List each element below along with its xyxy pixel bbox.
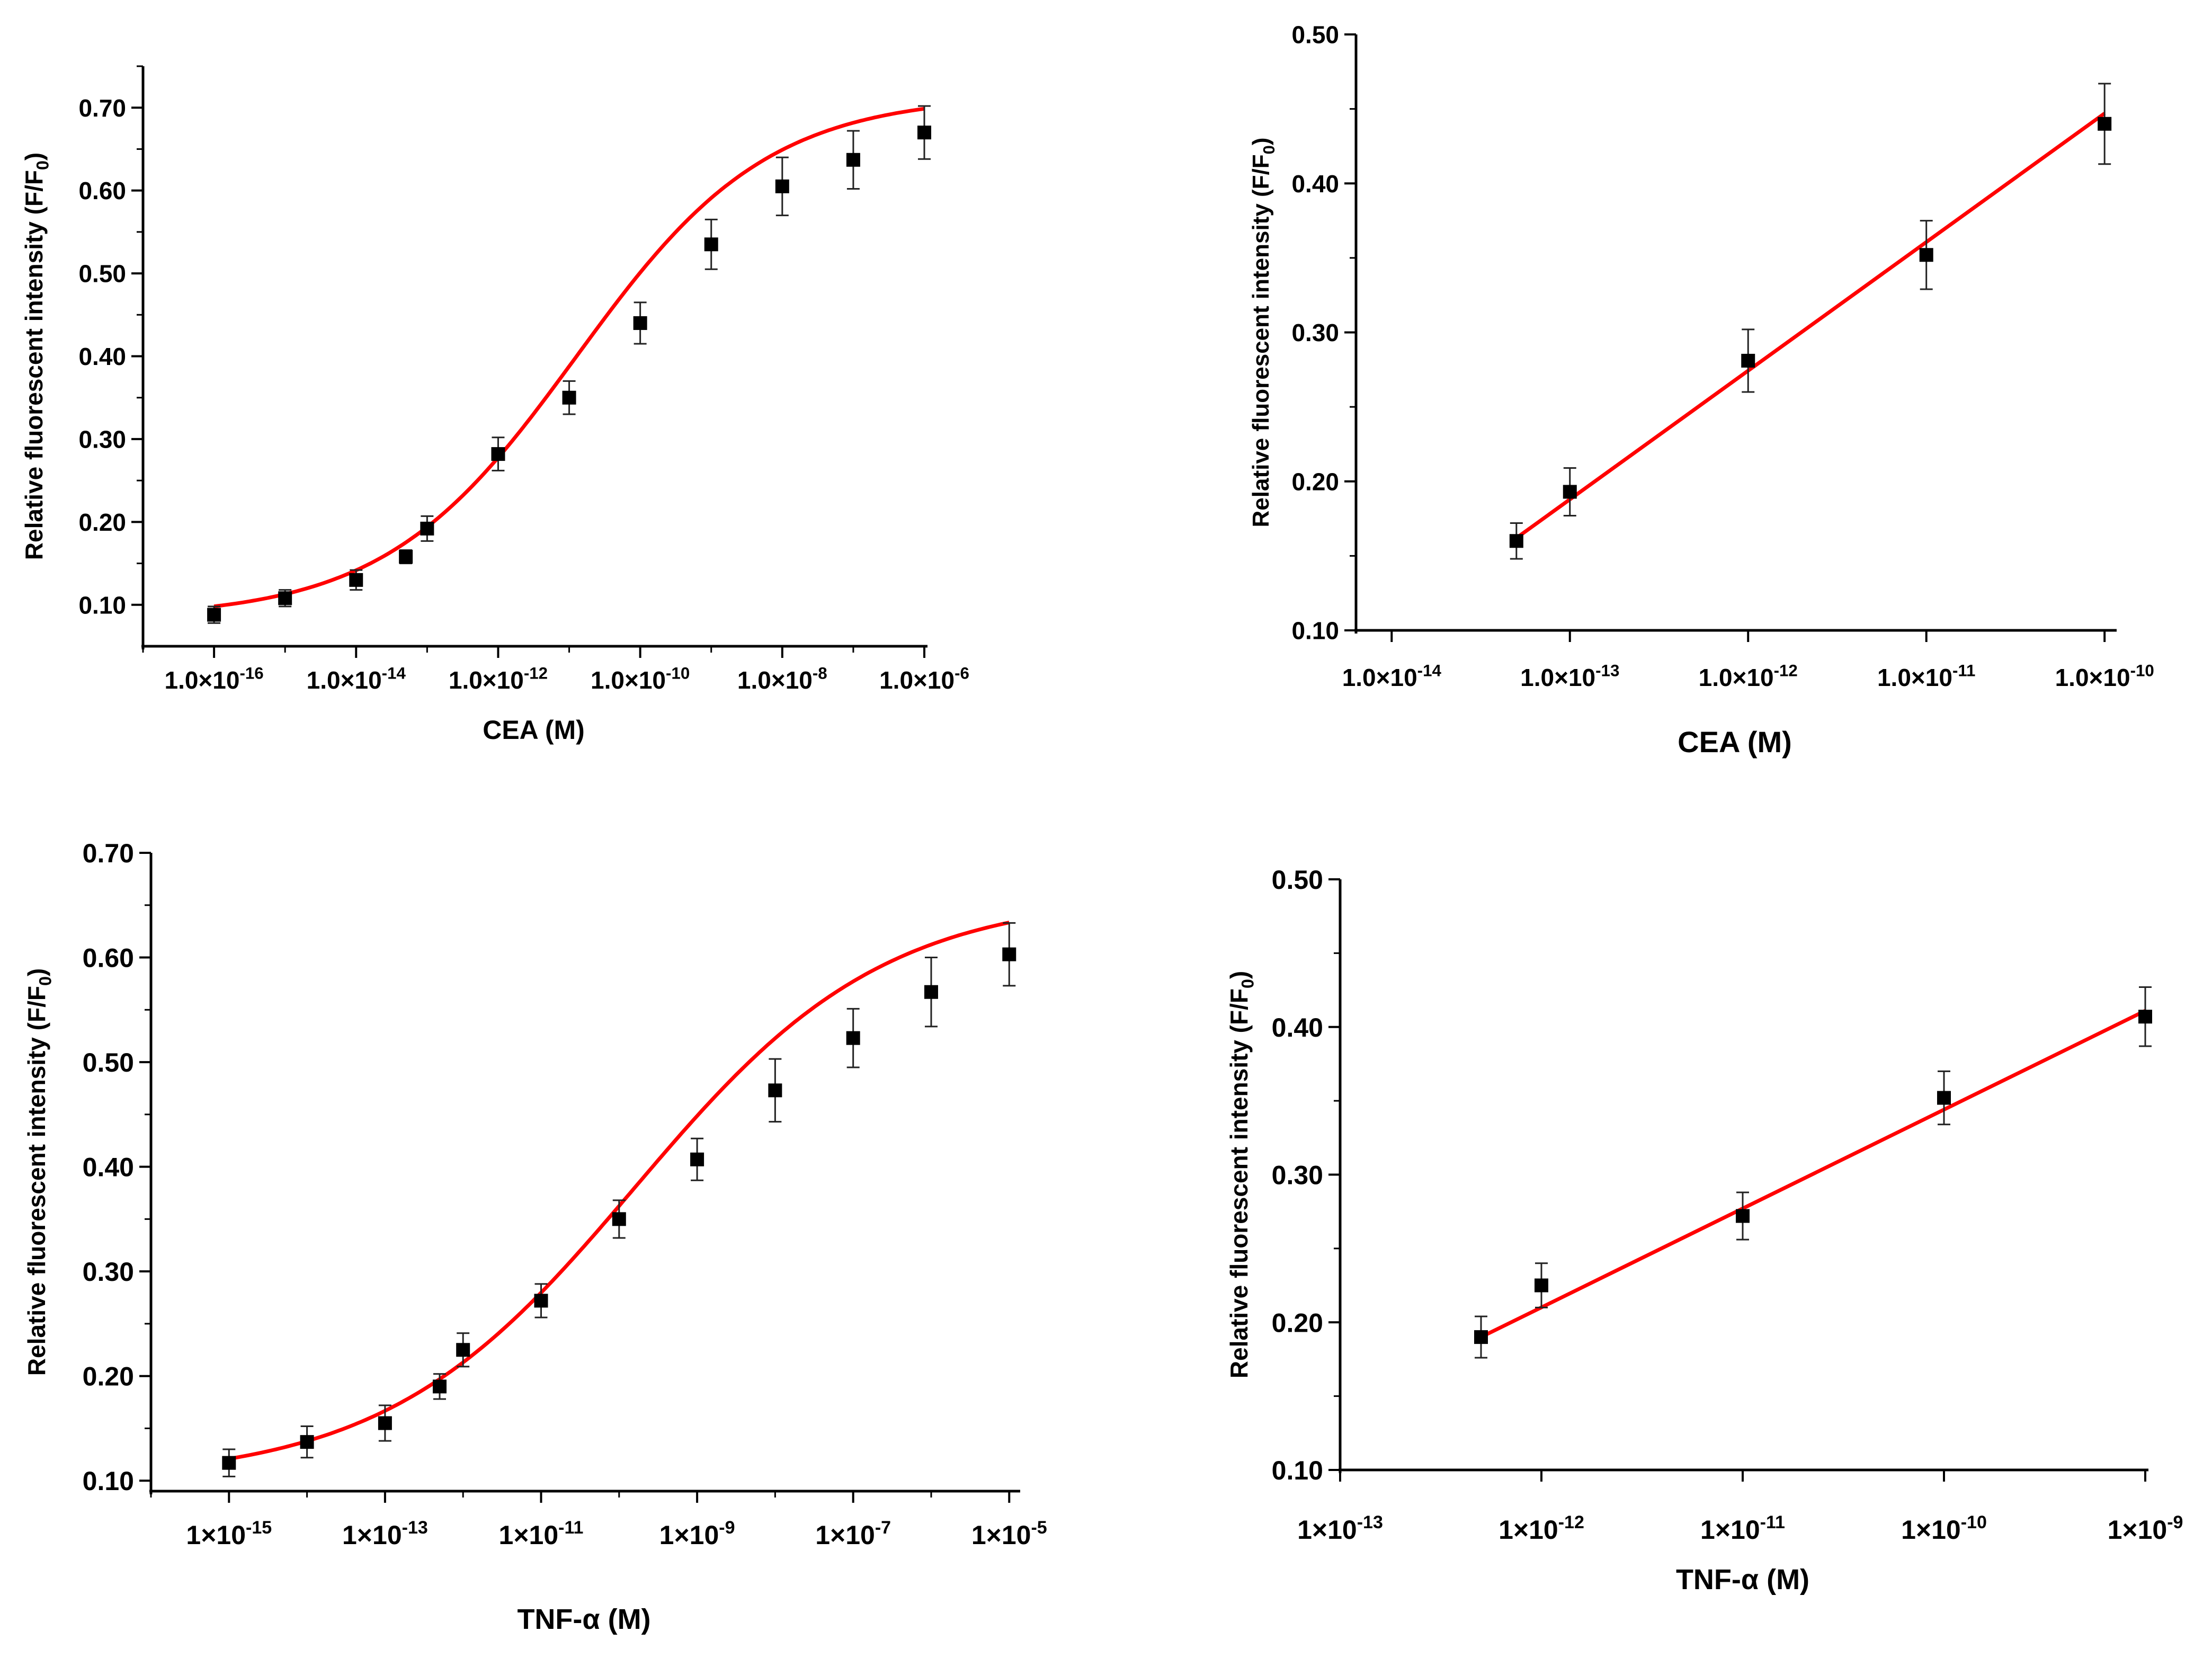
- data-point: [917, 126, 931, 140]
- y-tick-label: 0.20: [83, 1362, 134, 1392]
- x-tick-label: 1×10-15: [186, 1518, 272, 1550]
- y-tick-label: 0.30: [83, 1257, 134, 1287]
- y-tick-label: 0.50: [83, 1048, 134, 1077]
- data-point: [633, 316, 647, 330]
- y-tick-label: 0.70: [83, 839, 134, 868]
- data-point: [2098, 117, 2112, 131]
- data-point: [846, 1031, 860, 1045]
- data-point: [1937, 1091, 1951, 1105]
- x-tick-label: 1.0×10-12: [1699, 662, 1798, 691]
- data-point: [349, 573, 363, 587]
- y-tick-label: 0.10: [1291, 617, 1339, 645]
- y-tick-label: 0.10: [83, 1466, 134, 1496]
- data-point: [1509, 534, 1523, 548]
- data-point: [2138, 1010, 2152, 1024]
- y-tick-label: 0.30: [1272, 1161, 1323, 1190]
- chart-panel-cea-linear-range: 0.10 0.20 0.30 0.40 0.50 1.0×10-14 1.0×10-13 1.…: [1248, 21, 2154, 759]
- x-tick-label: 1×10-5: [971, 1518, 1047, 1550]
- data-point: [1002, 947, 1016, 961]
- data-point: [846, 153, 860, 167]
- x-tick-label: 1.0×10-14: [307, 664, 406, 694]
- x-tick-label: 1×10-13: [342, 1518, 428, 1550]
- x-tick-label: 1.0×10-14: [1342, 662, 1442, 691]
- data-point: [690, 1152, 704, 1166]
- y-axis-label: Relative fluorescent intensity (F/F0): [1248, 138, 1278, 528]
- data-point: [378, 1416, 392, 1430]
- x-axis-label: TNF-α (M): [1676, 1564, 1809, 1595]
- x-tick-label: 1×10-9: [2108, 1512, 2183, 1545]
- x-tick-label: 1.0×10-10: [591, 664, 690, 694]
- data-point: [704, 237, 718, 252]
- fit-curve: [1480, 1009, 2146, 1339]
- data-point: [300, 1435, 314, 1449]
- x-tick-label: 1×10-10: [1901, 1512, 1987, 1545]
- y-tick-label: 0.50: [1272, 865, 1323, 895]
- x-tick-label: 1.0×10-8: [737, 664, 827, 694]
- data-point: [1736, 1209, 1750, 1223]
- x-tick-label: 1×10-11: [499, 1518, 584, 1550]
- fit-curve: [1515, 112, 2106, 540]
- data-point: [222, 1456, 236, 1470]
- chart-panel-tnf-linear-range: 0.10 0.20 0.30 0.40 0.50 1×10-13 1×10-12 1×10-1…: [1225, 865, 2183, 1595]
- y-tick-label: 0.20: [1272, 1308, 1323, 1338]
- y-tick-label: 0.70: [78, 94, 126, 122]
- x-tick-label: 1.0×10-13: [1520, 662, 1619, 691]
- data-point: [399, 550, 413, 564]
- data-point: [207, 608, 221, 622]
- y-axis-label: Relative fluorescent intensity (F/F0): [23, 968, 55, 1376]
- y-tick-label: 0.40: [1272, 1013, 1323, 1042]
- y-tick-label: 0.10: [78, 591, 126, 619]
- x-axis-label: TNF-α (M): [517, 1603, 650, 1635]
- y-axis-label: Relative fluorescent intensity (F/F0): [1225, 971, 1257, 1378]
- data-point: [420, 521, 434, 536]
- data-point: [1535, 1278, 1548, 1292]
- data-point: [924, 985, 938, 999]
- y-tick-label: 0.50: [78, 260, 126, 288]
- data-point: [433, 1379, 447, 1394]
- data-point: [1919, 248, 1933, 262]
- x-axis-label: CEA (M): [483, 715, 585, 745]
- data-point: [562, 390, 576, 405]
- x-tick-label: 1.0×10-12: [449, 664, 548, 694]
- y-axis-label: Relative fluorescent intensity (F/F0): [20, 153, 52, 560]
- data-point: [491, 447, 505, 461]
- data-point: [612, 1212, 626, 1226]
- x-tick-label: 1.0×10-16: [164, 664, 263, 694]
- data-point: [278, 591, 292, 605]
- fit-curve: [228, 921, 1010, 1461]
- x-axis-label: CEA (M): [1678, 725, 1792, 759]
- x-tick-label: 1×10-7: [815, 1518, 891, 1550]
- y-tick-label: 0.50: [1291, 21, 1339, 49]
- y-tick-label: 0.40: [78, 343, 126, 370]
- x-tick-label: 1×10-11: [1700, 1512, 1785, 1545]
- data-point: [1474, 1330, 1488, 1344]
- y-tick-label: 0.20: [1291, 468, 1339, 495]
- data-point: [1741, 353, 1755, 368]
- chart-panel-cea-full-range: 0.10 0.20 0.30 0.40 0.50 0.60 0.70 1.0×10-16 1.0…: [20, 65, 969, 745]
- data-point: [775, 179, 789, 193]
- data-point: [456, 1343, 470, 1357]
- data-point: [534, 1294, 548, 1308]
- x-tick-label: 1.0×10-11: [1877, 662, 1975, 691]
- y-tick-label: 0.60: [78, 177, 126, 204]
- x-tick-label: 1×10-12: [1499, 1512, 1584, 1545]
- chart-panel-tnf-full-range: 0.10 0.20 0.30 0.40 0.50 0.60 0.70 1×10-15 1×10-…: [23, 839, 1047, 1635]
- y-tick-label: 0.10: [1272, 1456, 1323, 1485]
- y-tick-label: 0.40: [1291, 170, 1339, 198]
- y-tick-label: 0.60: [83, 943, 134, 973]
- y-tick-label: 0.30: [1291, 319, 1339, 346]
- data-point: [768, 1083, 782, 1098]
- y-tick-label: 0.30: [78, 425, 126, 453]
- x-tick-label: 1.0×10-6: [879, 664, 969, 694]
- x-tick-label: 1×10-13: [1297, 1512, 1383, 1545]
- x-tick-label: 1×10-9: [659, 1518, 735, 1550]
- data-point: [1563, 485, 1577, 499]
- y-tick-label: 0.20: [78, 509, 126, 536]
- x-tick-label: 1.0×10-10: [2055, 662, 2154, 691]
- fit-curve: [213, 106, 925, 609]
- y-tick-label: 0.40: [83, 1153, 134, 1182]
